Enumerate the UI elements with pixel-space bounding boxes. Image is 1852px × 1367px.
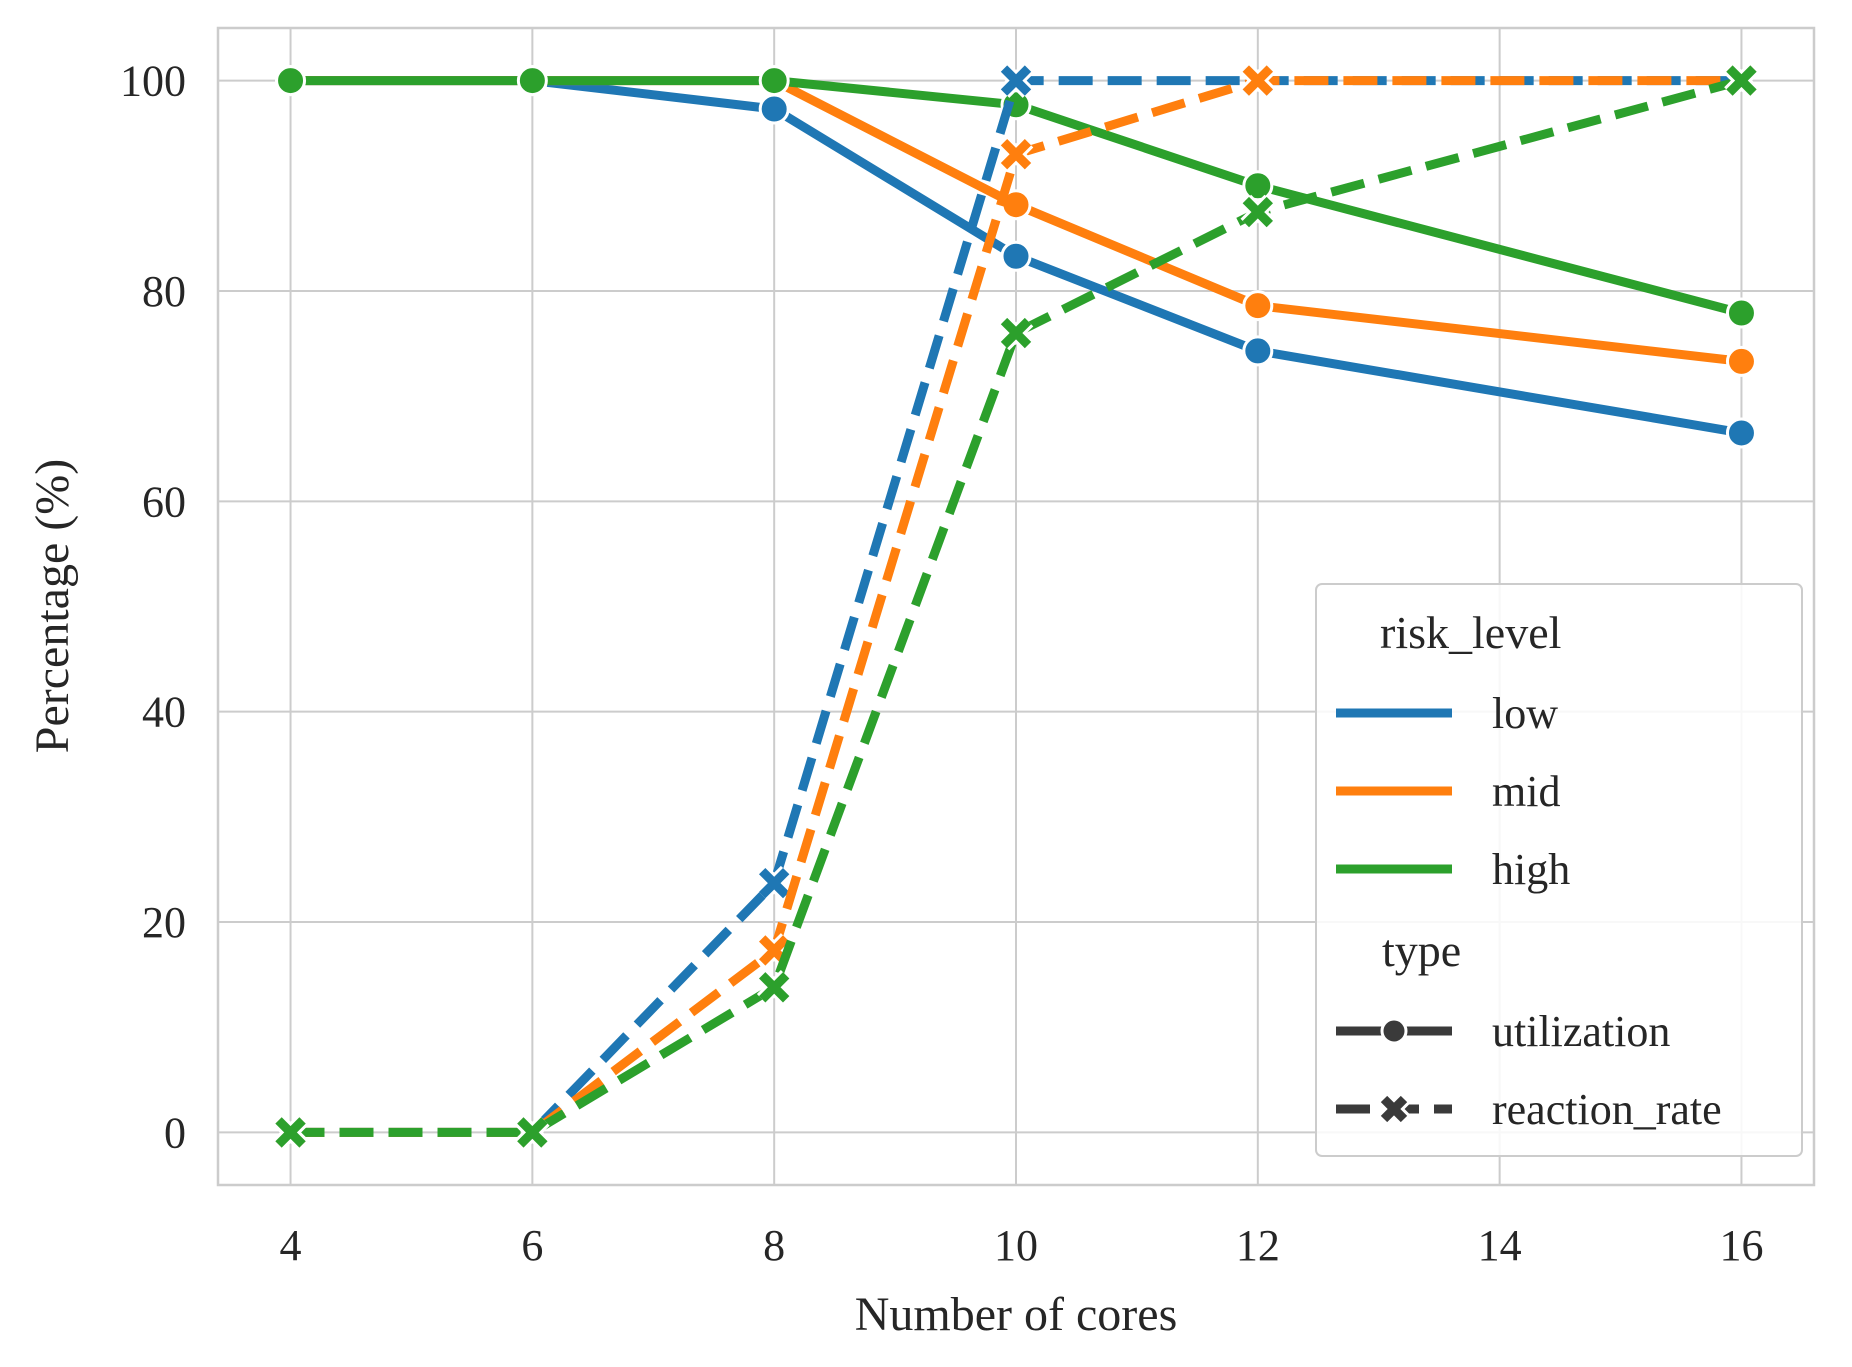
y-tick-label: 40 xyxy=(142,688,186,737)
y-axis-label: Percentage (%) xyxy=(26,459,79,754)
legend: risk_level low mid high type utilization re… xyxy=(1315,583,1803,1157)
y-tick-label: 100 xyxy=(120,57,186,106)
data-point xyxy=(1242,290,1274,322)
x-tick-label: 6 xyxy=(521,1221,543,1270)
series-high-utilization xyxy=(275,65,1757,329)
data-point xyxy=(758,93,790,125)
x-tick-label: 4 xyxy=(280,1221,302,1270)
legend-marker-x xyxy=(1378,1093,1410,1125)
legend-hue-items: low mid high xyxy=(1336,689,1570,894)
marker-x-stroke xyxy=(1000,317,1032,349)
y-tick-labels: 0 20 40 60 80 100 xyxy=(120,57,186,1158)
x-tick-label: 8 xyxy=(763,1221,785,1270)
legend-label-utilization: utilization xyxy=(1492,1007,1670,1056)
marker-x-stroke xyxy=(517,1117,548,1148)
series-line xyxy=(290,76,1743,318)
legend-label-mid: mid xyxy=(1492,767,1560,816)
data-point xyxy=(1242,335,1274,367)
data-point xyxy=(1242,170,1274,202)
x-tick-label: 10 xyxy=(994,1221,1038,1270)
legend-label-low: low xyxy=(1492,689,1558,738)
data-point-x xyxy=(756,969,792,1005)
data-point xyxy=(1000,240,1032,272)
legend-style-title: type xyxy=(1382,925,1461,976)
y-tick-label: 20 xyxy=(142,898,186,947)
x-tick-label: 16 xyxy=(1719,1221,1763,1270)
marker-x-stroke xyxy=(275,1117,306,1148)
data-point-x xyxy=(998,136,1034,172)
x-tick-label: 12 xyxy=(1236,1221,1280,1270)
data-point xyxy=(516,65,548,97)
legend-box xyxy=(1315,583,1803,1157)
marker-x-stroke xyxy=(1242,65,1274,96)
marker-x-stroke xyxy=(1726,65,1757,96)
y-tick-label: 0 xyxy=(164,1108,186,1157)
data-point xyxy=(1725,297,1757,329)
marker-x-stroke xyxy=(1000,65,1032,96)
data-point xyxy=(758,65,790,97)
series-line xyxy=(290,76,1743,1137)
marker-x-stroke xyxy=(1242,196,1274,228)
y-tick-label: 60 xyxy=(142,477,186,526)
x-tick-labels: 4 6 8 10 12 14 16 xyxy=(280,1221,1764,1270)
x-tick-label: 14 xyxy=(1478,1221,1522,1270)
data-point xyxy=(1725,417,1757,449)
series-group xyxy=(273,63,1759,1150)
data-point-x xyxy=(273,1115,308,1150)
data-point xyxy=(1725,345,1757,377)
data-point-x xyxy=(998,63,1034,98)
legend-marker-circle xyxy=(1380,1017,1408,1045)
data-point-x xyxy=(998,315,1034,351)
legend-label-high: high xyxy=(1492,845,1570,894)
marker-x-stroke xyxy=(1000,139,1032,170)
marker-x-stroke xyxy=(759,867,790,899)
legend-style-items: utilization reaction_rate xyxy=(1336,1007,1722,1134)
plot-frame xyxy=(216,26,1816,1187)
data-point-x xyxy=(756,865,792,901)
y-tick-label: 80 xyxy=(142,267,186,316)
legend-hue-title: risk_level xyxy=(1380,607,1561,658)
x-axis-label: Number of cores xyxy=(855,1288,1178,1341)
data-point-x xyxy=(1240,63,1276,98)
marker-x-stroke xyxy=(759,972,790,1003)
data-point-x xyxy=(1724,63,1759,98)
data-point-x xyxy=(1240,194,1276,230)
legend-label-reaction_rate: reaction_rate xyxy=(1492,1085,1722,1134)
marker-x-stroke xyxy=(1380,1095,1408,1123)
data-point xyxy=(275,65,307,97)
data-point-x xyxy=(515,1115,550,1150)
series-high-reaction_rate xyxy=(273,63,1759,1150)
